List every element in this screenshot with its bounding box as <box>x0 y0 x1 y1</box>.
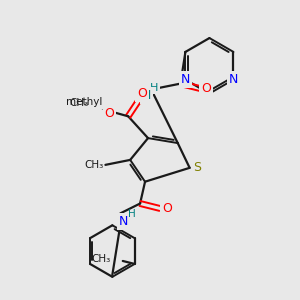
Text: CH₃: CH₃ <box>92 254 111 264</box>
Text: CH₃: CH₃ <box>69 98 88 108</box>
Text: O: O <box>162 202 172 215</box>
Text: methyl: methyl <box>66 98 103 107</box>
Text: N: N <box>142 89 152 102</box>
Text: S: S <box>194 161 202 174</box>
Text: O: O <box>104 107 114 120</box>
Text: H: H <box>128 209 136 219</box>
Text: O: O <box>201 82 211 95</box>
Text: CH₃: CH₃ <box>84 160 104 170</box>
Text: O: O <box>137 87 147 100</box>
Text: H: H <box>149 82 158 93</box>
Text: N: N <box>118 215 128 228</box>
Text: N: N <box>229 73 238 86</box>
Text: N: N <box>181 73 190 86</box>
